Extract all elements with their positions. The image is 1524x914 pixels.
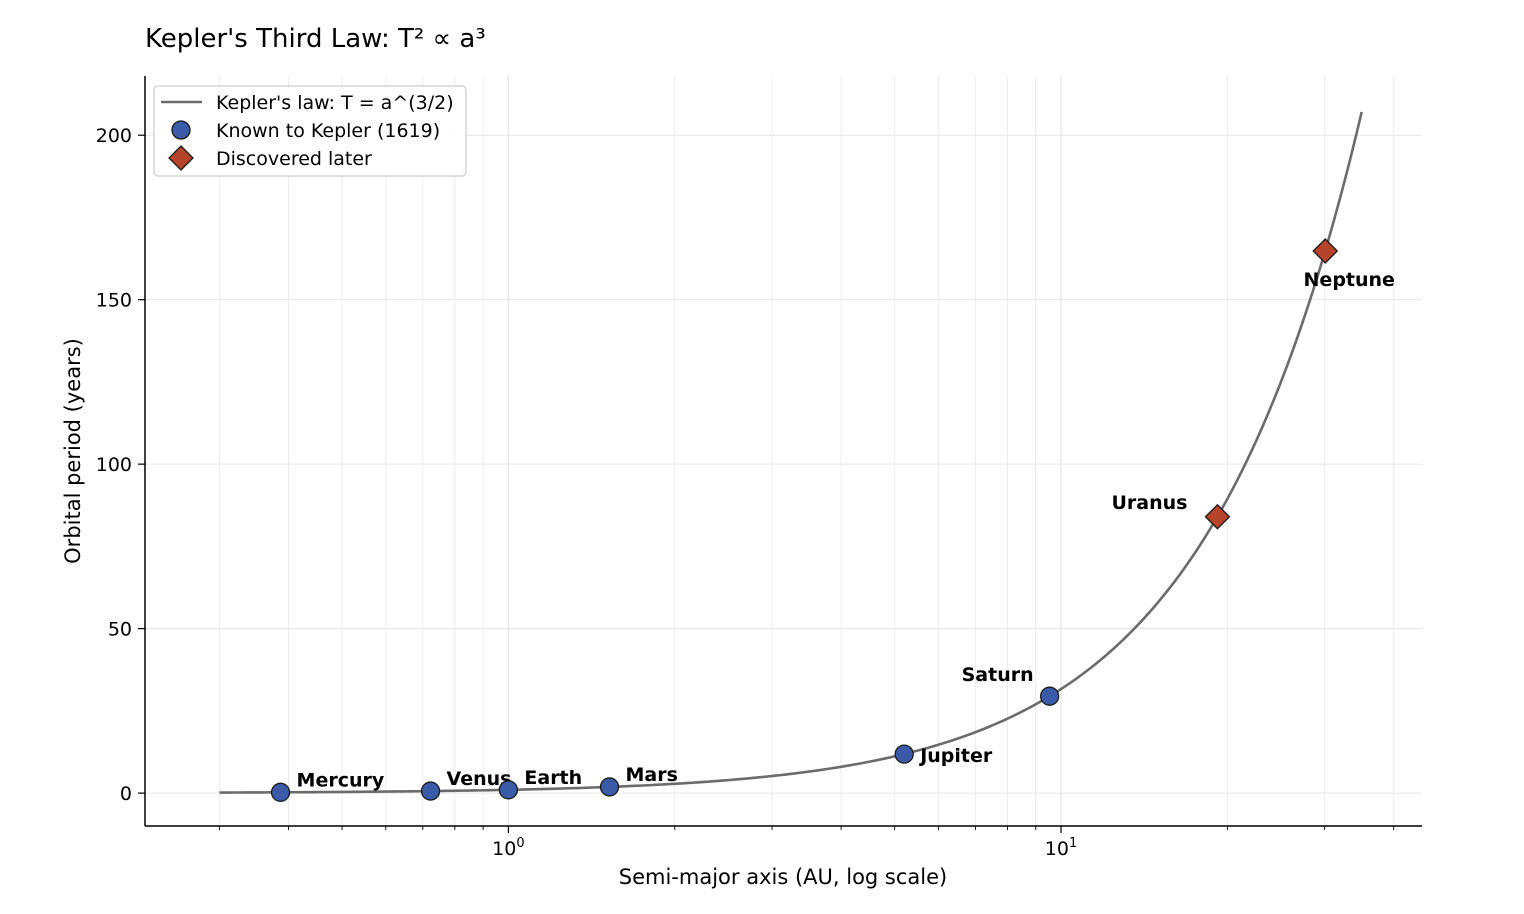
legend-circle-swatch [171, 120, 191, 140]
planet-marker-mercury [270, 782, 291, 802]
planet-label-venus: Venus [447, 768, 512, 790]
y-tick-label: 50 [108, 619, 132, 641]
axes [144, 76, 1422, 827]
legend-entry-label: Discovered later [216, 148, 372, 170]
planet-marker-venus [420, 781, 441, 801]
x-tick-label: 101 [1045, 836, 1077, 860]
planet-label-saturn: Saturn [962, 664, 1034, 686]
points-layer: Mercury Venus Earth Mars Jupiter Saturn Uranus… [270, 238, 1395, 802]
ticks: 0 50 100 150 200 100 101 [96, 125, 1395, 860]
legend-diamond-swatch [168, 145, 194, 171]
planet-label-mars: Mars [626, 764, 678, 786]
legend: Kepler's law: T = a^(3/2) Known to Kepler… [153, 85, 467, 177]
y-tick-label: 100 [96, 454, 132, 476]
legend-entry-label: Kepler's law: T = a^(3/2) [216, 92, 454, 114]
planet-label-uranus: Uranus [1111, 492, 1187, 514]
planet-marker-neptune [1312, 238, 1339, 264]
chart-title: Kepler's Third Law: T² ∝ a³ [145, 24, 486, 54]
y-tick-label: 150 [96, 290, 132, 312]
planet-marker-earth [498, 780, 519, 800]
planet-label-jupiter: Jupiter [918, 745, 993, 767]
x-tick-label: 100 [492, 836, 524, 860]
y-tick-label: 0 [120, 783, 132, 805]
planet-label-earth: Earth [524, 767, 582, 789]
planet-label-neptune: Neptune [1304, 269, 1395, 291]
x-axis-title: Semi-major axis (AU, log scale) [619, 865, 947, 889]
planet-marker-mars [599, 777, 620, 797]
y-tick-label: 200 [96, 125, 132, 147]
legend-entry-label: Known to Kepler (1619) [216, 120, 440, 142]
planet-marker-saturn [1039, 686, 1060, 706]
legend-box [153, 85, 467, 177]
grid [145, 76, 1422, 826]
y-axis-title: Orbital period (years) [61, 338, 85, 564]
planet-marker-jupiter [894, 744, 914, 764]
planet-label-mercury: Mercury [297, 769, 385, 791]
curve-layer [219, 111, 1363, 794]
kepler-law-curve [219, 111, 1363, 794]
planet-marker-uranus [1204, 503, 1231, 530]
